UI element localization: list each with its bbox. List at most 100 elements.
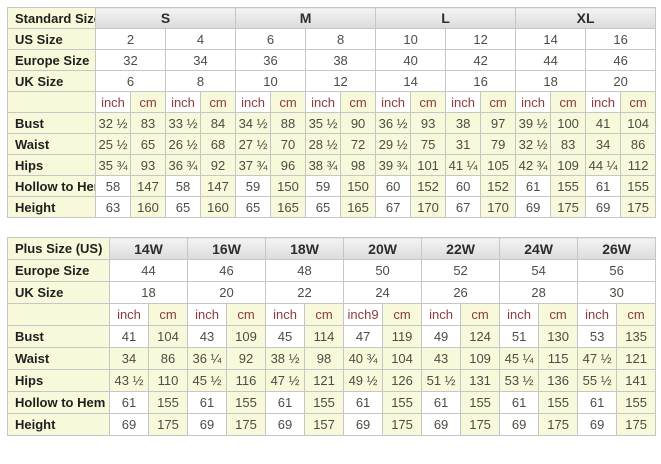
- size-value-cell: 40: [375, 49, 447, 71]
- measurement-value-cell: 131: [460, 369, 501, 392]
- measurement-value-cell: 96: [270, 154, 307, 176]
- measurement-value-cell: 51: [499, 325, 540, 348]
- measurement-value-cell: 175: [538, 413, 579, 436]
- measurement-value-cell: 119: [382, 325, 423, 348]
- measurement-row: Hips 43 ½ 110 45 ½ 116 47 ½ 121 49 ½ 126 51 ½ 131 5…: [7, 369, 657, 392]
- empty-corner-cell: [7, 303, 110, 326]
- measurement-value-cell: 165: [270, 196, 307, 218]
- unit-label-cell: cm: [130, 91, 166, 113]
- size-value-cell: 44: [108, 259, 189, 282]
- measurement-value-cell: 160: [130, 196, 166, 218]
- measurement-value-cell: 135: [616, 325, 657, 348]
- size-value-cell: 26: [421, 281, 501, 304]
- measurement-value-cell: 40 ¾: [343, 347, 384, 370]
- size-group-cell: M: [235, 7, 377, 29]
- measurement-value-cell: 60: [375, 175, 412, 197]
- size-value-cell: 48: [265, 259, 345, 282]
- measurement-value-cell: 155: [147, 391, 189, 414]
- measurement-label-cell: Hips: [7, 369, 110, 392]
- row-label-cell: US Size: [7, 28, 96, 50]
- measurement-value-cell: 45 ½: [187, 369, 228, 392]
- unit-label-cell: cm: [270, 91, 307, 113]
- measurement-value-cell: 121: [304, 369, 345, 392]
- measurement-value-cell: 104: [147, 325, 189, 348]
- unit-label-cell: inch: [187, 303, 228, 326]
- measurement-value-cell: 155: [616, 391, 657, 414]
- size-group-row: Standard Size S M L XL: [7, 7, 657, 29]
- measurement-value-cell: 155: [620, 175, 657, 197]
- measurement-value-cell: 55 ½: [577, 369, 618, 392]
- measurement-value-cell: 61: [187, 391, 228, 414]
- size-group-cell: 16W: [187, 237, 267, 260]
- measurement-value-cell: 84: [199, 112, 237, 134]
- measurement-value-cell: 67: [375, 196, 412, 218]
- size-value-cell: 4: [164, 28, 237, 50]
- size-value-cell: 42: [445, 49, 517, 71]
- measurement-value-cell: 59: [235, 175, 272, 197]
- measurement-value-cell: 63: [95, 196, 131, 218]
- measurement-value-cell: 31: [445, 133, 482, 155]
- unit-label-cell: inch: [515, 91, 552, 113]
- measurement-row: Waist 25 ½ 65 26 ½ 68 27 ½ 70 28 ½ 72 29 ½ 75 31 79 3…: [7, 133, 657, 155]
- measurement-value-cell: 92: [226, 347, 267, 370]
- measurement-value-cell: 65: [235, 196, 272, 218]
- measurement-value-cell: 47: [343, 325, 384, 348]
- row-label-cell: Europe Size: [7, 49, 96, 71]
- measurement-value-cell: 69: [515, 196, 552, 218]
- measurement-value-cell: 38 ¾: [305, 154, 342, 176]
- measurement-value-cell: 83: [550, 133, 587, 155]
- unit-label-cell: cm: [199, 91, 237, 113]
- measurement-value-cell: 35 ½: [305, 112, 342, 134]
- size-value-cell: 12: [445, 28, 517, 50]
- size-value-cell: 20: [585, 70, 657, 92]
- measurement-value-cell: 104: [620, 112, 657, 134]
- unit-label-cell: cm: [616, 303, 657, 326]
- size-group-cell: 26W: [577, 237, 657, 260]
- measurement-value-cell: 155: [226, 391, 267, 414]
- measurement-value-cell: 33 ½: [165, 112, 201, 134]
- measurement-value-cell: 28 ½: [305, 133, 342, 155]
- measurement-value-cell: 155: [550, 175, 587, 197]
- measurement-value-cell: 41: [109, 325, 149, 348]
- unit-label-cell: cm: [480, 91, 517, 113]
- unit-label-cell: cm: [147, 303, 189, 326]
- size-value-cell: 18: [108, 281, 189, 304]
- measurement-value-cell: 175: [382, 413, 423, 436]
- measurement-value-cell: 35 ¾: [95, 154, 131, 176]
- measurement-value-cell: 93: [410, 112, 447, 134]
- measurement-value-cell: 98: [340, 154, 377, 176]
- size-value-cell: 28: [499, 281, 579, 304]
- measurement-value-cell: 25 ½: [95, 133, 131, 155]
- measurement-value-cell: 34: [585, 133, 622, 155]
- measurement-value-cell: 36 ¾: [165, 154, 201, 176]
- measurement-value-cell: 27 ½: [235, 133, 272, 155]
- measurement-label-cell: Bust: [7, 112, 96, 134]
- measurement-value-cell: 67: [445, 196, 482, 218]
- size-value-cell: 34: [164, 49, 237, 71]
- size-value-cell: 22: [265, 281, 345, 304]
- measurement-label-cell: Hips: [7, 154, 96, 176]
- measurement-value-cell: 61: [421, 391, 462, 414]
- measurement-value-cell: 36 ½: [375, 112, 412, 134]
- measurement-label-cell: Hollow to Hem: [7, 175, 96, 197]
- measurement-value-cell: 109: [460, 347, 501, 370]
- measurement-value-cell: 101: [410, 154, 447, 176]
- size-value-cell: 6: [95, 70, 166, 92]
- measurement-label-cell: Bust: [7, 325, 110, 348]
- size-value-cell: 20: [187, 281, 267, 304]
- measurement-value-cell: 51 ½: [421, 369, 462, 392]
- measurement-value-cell: 29 ½: [375, 133, 412, 155]
- measurement-value-cell: 170: [480, 196, 517, 218]
- measurement-row: Bust 41 104 43 109 45 114 47 119 49 124 51 130 53 135: [7, 325, 657, 348]
- unit-label-cell: inch: [165, 91, 201, 113]
- plus-size-table: Plus Size (US) 14W 16W 18W 20W 22W 24W 26W Europ…: [7, 237, 657, 436]
- measurement-value-cell: 98: [304, 347, 345, 370]
- size-group-cell: S: [94, 7, 237, 29]
- region-size-row: US Size 2 4 6 8 10 12 14 16: [7, 28, 657, 50]
- measurement-value-cell: 32 ½: [95, 112, 131, 134]
- measurement-value-cell: 109: [550, 154, 587, 176]
- size-value-cell: 10: [235, 70, 307, 92]
- measurement-value-cell: 88: [270, 112, 307, 134]
- size-value-cell: 46: [187, 259, 267, 282]
- measurement-value-cell: 150: [340, 175, 377, 197]
